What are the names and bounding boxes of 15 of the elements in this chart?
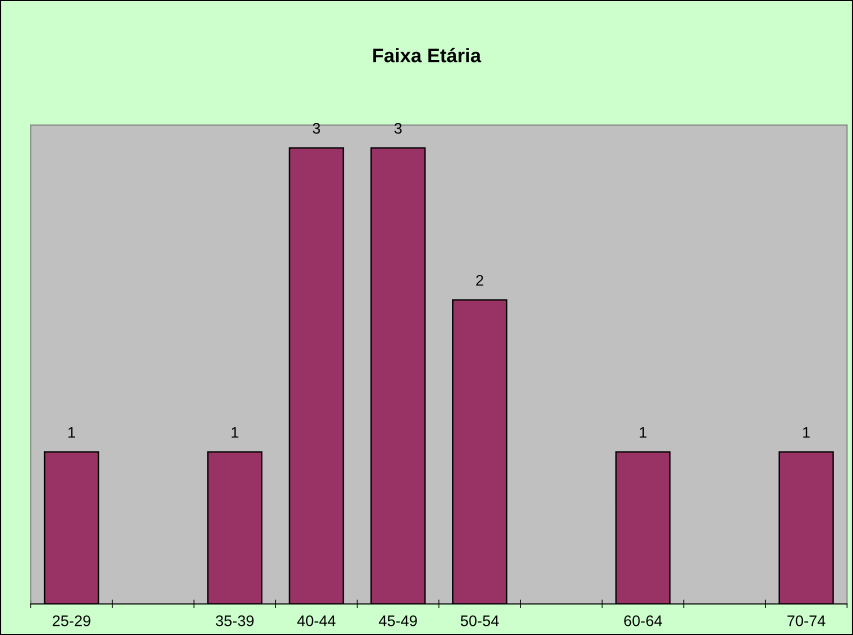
data-label: 3 (394, 122, 402, 134)
data-label: 1 (640, 427, 646, 438)
x-tick-label: 40-44 (297, 615, 336, 626)
x-tick-label: 25-29 (52, 615, 90, 626)
x-tick-label: 70-74 (787, 615, 826, 626)
data-label: 1 (803, 427, 810, 438)
chart-title: Faixa Etária (373, 48, 482, 62)
data-label: 1 (68, 427, 76, 438)
data-label: 2 (476, 274, 484, 286)
data-label: 1 (232, 427, 238, 438)
data-label: 3 (312, 122, 320, 134)
x-tick-label: 35-39 (216, 615, 254, 626)
x-tick-label: 50-54 (460, 615, 499, 626)
x-tick-label: 60-64 (624, 615, 662, 626)
x-tick-label: 45-49 (378, 615, 417, 626)
